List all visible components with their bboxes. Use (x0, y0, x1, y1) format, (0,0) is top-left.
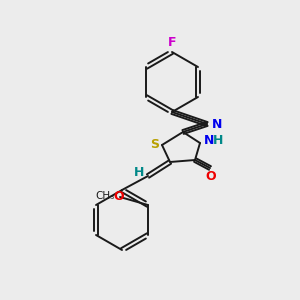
Text: O: O (206, 169, 216, 182)
Text: O: O (114, 190, 124, 202)
Text: N: N (204, 134, 214, 148)
Text: H: H (213, 134, 224, 148)
Text: CH₃: CH₃ (95, 191, 115, 201)
Text: N: N (212, 118, 222, 130)
Text: S: S (151, 137, 160, 151)
Text: H: H (134, 166, 144, 178)
Text: F: F (168, 37, 176, 50)
